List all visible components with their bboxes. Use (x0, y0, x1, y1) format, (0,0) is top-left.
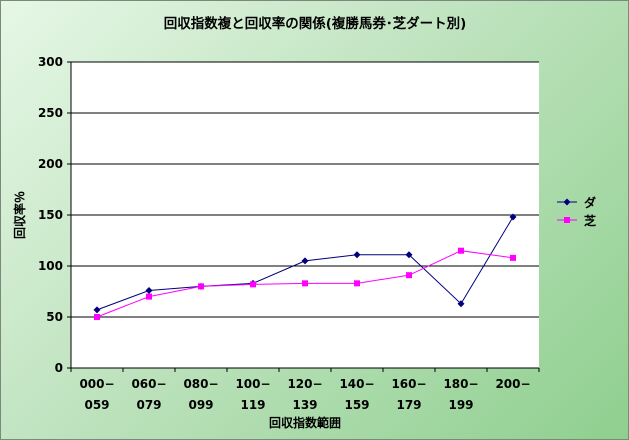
x-tick-label: 060− (131, 377, 166, 391)
x-tick-label: 119 (240, 398, 265, 412)
y-tick-label: 0 (55, 361, 63, 375)
x-tick-label: 099 (188, 398, 213, 412)
x-tick-label: 079 (136, 398, 161, 412)
y-tick-labels: 0 50 100 150 200 250 300 (38, 55, 63, 375)
x-tick-label: 059 (84, 398, 109, 412)
x-tick-label: 000− (79, 377, 114, 391)
data-point (458, 247, 464, 254)
legend-label: 芝 (584, 213, 596, 228)
legend-label: ダ (584, 195, 596, 210)
y-tick-label: 100 (38, 259, 63, 273)
data-point (145, 286, 153, 294)
data-point (146, 293, 152, 300)
data-point (198, 283, 204, 290)
x-tick-label: 180− (443, 377, 478, 391)
legend-item: ダ (557, 195, 596, 210)
data-point (509, 213, 517, 221)
legend-item: 芝 (557, 213, 596, 228)
data-point (94, 314, 100, 320)
data-point (354, 280, 360, 287)
y-tick-label: 300 (38, 55, 63, 69)
data-point (353, 251, 361, 259)
data-point (406, 272, 412, 279)
axes (67, 61, 540, 372)
x-tick-label: 159 (344, 398, 369, 412)
y-tick-label: 200 (38, 157, 63, 171)
series (93, 213, 517, 320)
x-axis-title: 回収指数範囲 (269, 415, 341, 430)
x-tick-label: 200− (495, 377, 530, 391)
x-tick-label: 179 (396, 398, 421, 412)
data-point (457, 300, 465, 308)
y-tick-label: 50 (46, 310, 63, 324)
data-point (93, 306, 101, 314)
data-point (301, 257, 309, 265)
x-tick-label: 160− (391, 377, 426, 391)
data-point (250, 281, 256, 288)
y-axis-title: 回収率％ (12, 191, 27, 239)
chart-title: 回収指数複と回収率の関係(複勝馬券･芝ダート別) (164, 15, 467, 32)
data-point (302, 280, 308, 287)
y-tick-label: 150 (38, 208, 63, 222)
legend: ダ芝 (557, 195, 596, 228)
x-tick-label: 100− (235, 377, 270, 391)
x-tick-labels: 000− 059 060− 079 080− 099 100− 119 120− 139 140− 1… (79, 377, 530, 412)
y-tick-label: 250 (38, 106, 63, 120)
x-tick-label: 139 (292, 398, 317, 412)
legend-marker (563, 198, 571, 206)
x-tick-label: 120− (287, 377, 322, 391)
x-tick-label: 140− (339, 377, 374, 391)
x-tick-label: 080− (183, 377, 218, 391)
x-tick-label: 199 (448, 398, 473, 412)
legend-marker (564, 217, 570, 223)
gridlines (71, 61, 539, 318)
series-square (94, 247, 516, 320)
data-point (405, 251, 413, 259)
data-point (510, 254, 516, 261)
